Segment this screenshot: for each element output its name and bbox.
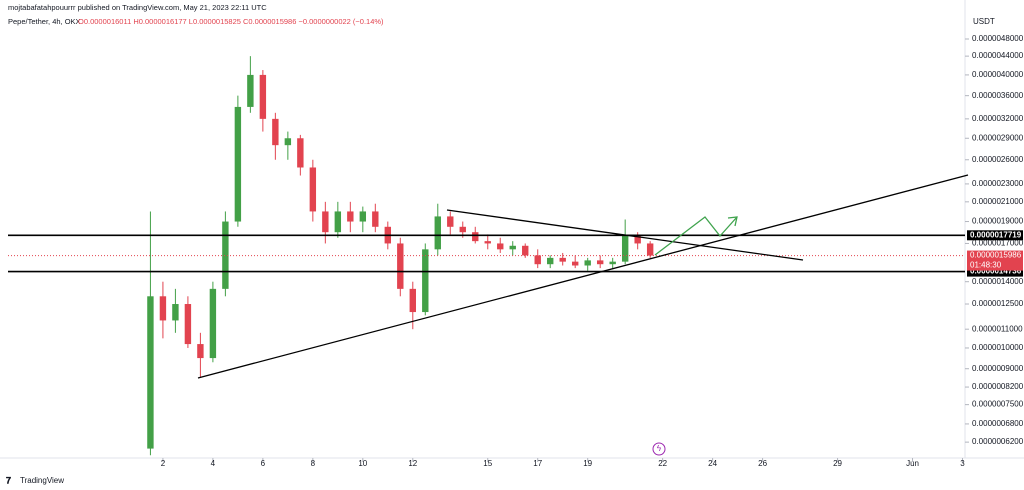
candle-body bbox=[197, 344, 204, 359]
candle-body bbox=[572, 261, 579, 266]
y-tick-label: 0.0000008200 bbox=[972, 382, 1024, 391]
candle-body bbox=[497, 243, 504, 250]
y-axis-label: USDT bbox=[973, 17, 995, 26]
y-tick-label: 0.0000006200 bbox=[972, 437, 1024, 446]
candle-body bbox=[147, 296, 154, 449]
x-tick-label: 2 bbox=[161, 459, 166, 468]
y-tick-label: 0.0000040000 bbox=[972, 70, 1024, 79]
x-tick-label: 8 bbox=[311, 459, 316, 468]
y-tick-label: 0.0000007500 bbox=[972, 400, 1024, 409]
y-tick-label: 0.0000012500 bbox=[972, 299, 1024, 308]
logo: 𝟕 bbox=[6, 475, 11, 485]
last-price-bg bbox=[967, 250, 1023, 271]
y-tick-label: 0.0000026000 bbox=[972, 155, 1024, 164]
y-tick-label: 0.0000019000 bbox=[972, 217, 1024, 226]
candle-body bbox=[509, 245, 516, 250]
candle-body bbox=[322, 211, 329, 233]
candle-body bbox=[222, 221, 229, 289]
candle-body bbox=[284, 138, 292, 146]
candle-body bbox=[334, 211, 342, 233]
candle-body bbox=[484, 241, 491, 244]
level-label-bg bbox=[967, 230, 1023, 241]
level-label: 0.0000014736 bbox=[970, 267, 1022, 276]
candle-body bbox=[596, 260, 604, 265]
level-label-bg bbox=[967, 266, 1023, 277]
candle-body bbox=[434, 216, 441, 250]
candle-body bbox=[397, 243, 404, 289]
plot bbox=[8, 56, 965, 456]
y-tick-label: 0.0000029000 bbox=[972, 133, 1024, 142]
candle-body bbox=[522, 245, 529, 256]
trendline bbox=[197, 174, 969, 379]
candle-body bbox=[259, 74, 267, 119]
event-icon[interactable] bbox=[652, 442, 666, 456]
candle-body bbox=[609, 261, 616, 265]
candle-body bbox=[297, 138, 304, 168]
candle-body bbox=[409, 288, 416, 313]
y-tick-label: 0.0000014000 bbox=[972, 277, 1024, 286]
x-tick-label: 22 bbox=[658, 459, 667, 468]
x-tick-label: 26 bbox=[758, 459, 767, 468]
candle-body bbox=[459, 226, 466, 233]
candle-body bbox=[234, 106, 242, 222]
drawings bbox=[197, 174, 969, 379]
x-tick-label: 10 bbox=[358, 459, 367, 468]
arrow-head bbox=[727, 216, 738, 227]
y-tick-label: 0.0000006800 bbox=[972, 419, 1024, 428]
candle-body bbox=[447, 216, 454, 227]
candle-body bbox=[547, 257, 554, 265]
candle-body bbox=[347, 211, 354, 222]
candle-body bbox=[172, 304, 179, 321]
candle-body bbox=[372, 211, 379, 227]
candle-body bbox=[184, 304, 192, 345]
candle-body bbox=[272, 118, 279, 146]
candle-body bbox=[472, 232, 479, 242]
candle-body bbox=[247, 74, 254, 107]
last-price-label: 0.0000015986 bbox=[970, 251, 1022, 260]
y-tick-label: 0.0000023000 bbox=[972, 179, 1024, 188]
y-tick-label: 0.0000021000 bbox=[972, 197, 1024, 206]
trendline bbox=[446, 209, 804, 261]
candle-body bbox=[359, 211, 367, 222]
symbol: Pepe/Tether, 4h, OKX bbox=[8, 17, 81, 26]
candle-body bbox=[646, 243, 654, 256]
candle-body bbox=[422, 249, 429, 313]
y-tick-label: 0.0000011000 bbox=[972, 324, 1023, 333]
ohlc-header: O0.0000016011 H0.0000016177 L0.000001582… bbox=[78, 17, 384, 26]
level-label: 0.0000017719 bbox=[970, 230, 1022, 239]
candle-body bbox=[309, 167, 317, 212]
candle-body bbox=[559, 257, 566, 262]
projection-arrow bbox=[654, 216, 738, 256]
candle-body bbox=[584, 260, 591, 266]
x-tick-label: 15 bbox=[483, 459, 492, 468]
candle-body bbox=[159, 296, 167, 321]
candle-body bbox=[534, 255, 541, 265]
x-tick-label: 4 bbox=[211, 459, 216, 468]
y-tick-label: 0.0000032000 bbox=[972, 114, 1024, 123]
x-tick-label: 24 bbox=[708, 459, 717, 468]
x-tick-label: 3 bbox=[960, 459, 965, 468]
x-tick-label: Jun bbox=[906, 459, 919, 468]
countdown: 01:48:30 bbox=[970, 261, 1002, 270]
candle-body bbox=[209, 288, 217, 359]
event-icon-glyph: ϟ bbox=[657, 444, 662, 453]
candle-body bbox=[621, 235, 629, 262]
y-tick-label: 0.0000009000 bbox=[972, 364, 1024, 373]
candle-body bbox=[634, 235, 641, 244]
y-tick-label: 0.0000036000 bbox=[972, 91, 1024, 100]
x-tick-label: 17 bbox=[533, 459, 542, 468]
x-tick-label: 19 bbox=[583, 459, 592, 468]
y-tick-label: 0.0000010000 bbox=[972, 343, 1024, 352]
footer: TradingView bbox=[20, 476, 64, 485]
x-tick-label: 29 bbox=[833, 459, 842, 468]
x-tick-label: 6 bbox=[261, 459, 266, 468]
y-tick-label: 0.0000017000 bbox=[972, 239, 1024, 248]
y-tick-label: 0.0000048000 bbox=[972, 34, 1024, 43]
x-tick-label: 12 bbox=[408, 459, 417, 468]
y-tick-label: 0.0000044000 bbox=[972, 51, 1024, 60]
author-line: mojtabafatahpouurrr published on Trading… bbox=[8, 3, 267, 12]
